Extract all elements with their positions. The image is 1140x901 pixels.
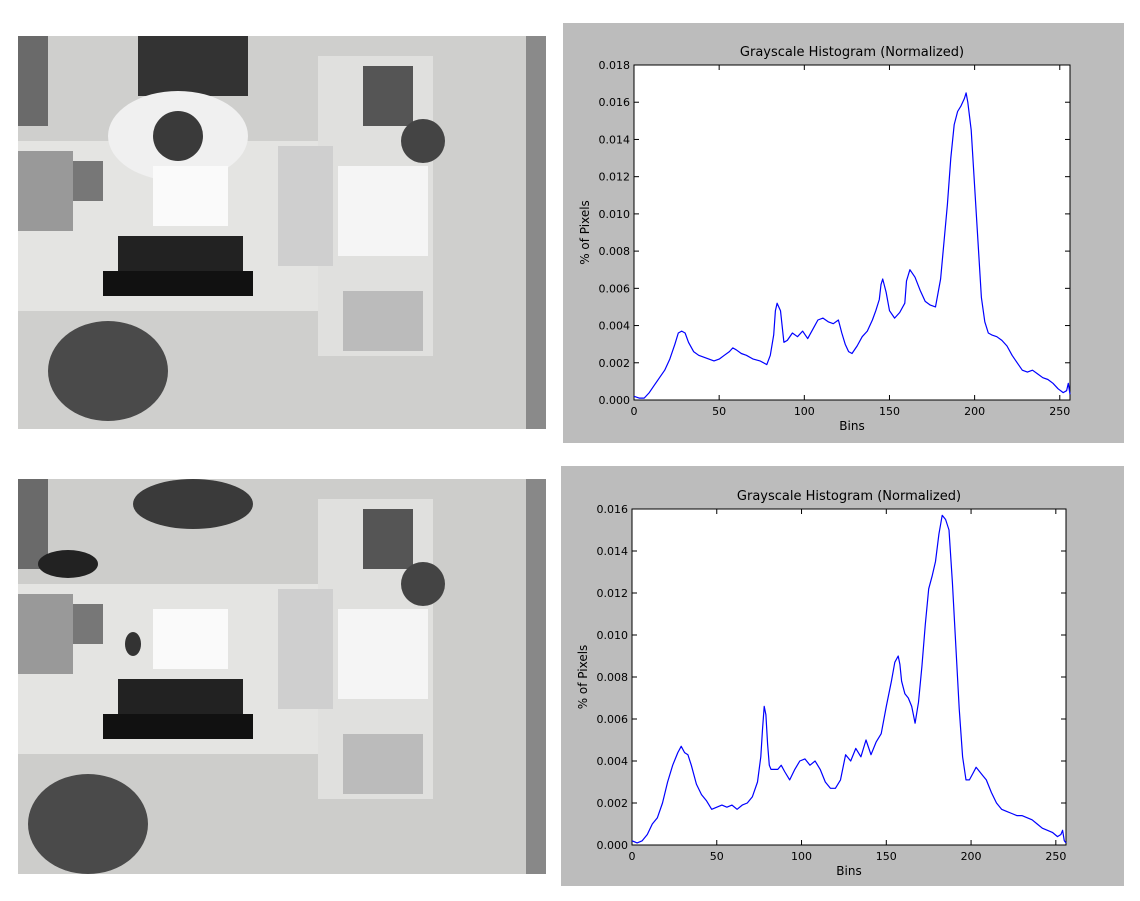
y-tick-label: 0.000 bbox=[599, 394, 631, 407]
y-tick-label: 0.010 bbox=[597, 629, 629, 642]
y-tick-label: 0.006 bbox=[597, 713, 629, 726]
y-tick-label: 0.014 bbox=[597, 545, 629, 558]
photo-office-desk-top bbox=[18, 36, 546, 429]
histogram-chart-bottom: Grayscale Histogram (Normalized) Bins % of… bbox=[576, 489, 1067, 878]
y-tick-label: 0.002 bbox=[599, 357, 631, 370]
histogram-line bbox=[631, 514, 1067, 844]
x-tick-label: 250 bbox=[1049, 405, 1070, 418]
plot-area bbox=[633, 64, 1071, 401]
x-axis-label: Bins bbox=[839, 419, 864, 433]
x-axis-label: Bins bbox=[836, 864, 861, 878]
plot-area bbox=[631, 508, 1067, 846]
y-tick-label: 0.014 bbox=[599, 133, 631, 146]
histogram-chart-top: Grayscale Histogram (Normalized) Bins % of… bbox=[578, 45, 1071, 433]
y-tick-label: 0.006 bbox=[599, 282, 631, 295]
histogram-line bbox=[633, 92, 1071, 399]
y-tick-label: 0.016 bbox=[597, 503, 629, 516]
x-tick-label: 100 bbox=[794, 405, 815, 418]
y-axis-label: % of Pixels bbox=[578, 200, 592, 265]
y-axis-label: % of Pixels bbox=[576, 645, 590, 710]
x-tick-label: 50 bbox=[710, 850, 724, 863]
y-tick-label: 0.002 bbox=[597, 797, 629, 810]
x-tick-label: 100 bbox=[791, 850, 812, 863]
x-tick-label: 50 bbox=[712, 405, 726, 418]
histogram-panel-bottom: Grayscale Histogram (Normalized) Bins % of… bbox=[561, 466, 1124, 886]
x-tick-label: 250 bbox=[1045, 850, 1066, 863]
y-tick-label: 0.000 bbox=[597, 839, 629, 852]
y-tick-label: 0.008 bbox=[599, 245, 631, 258]
y-tick-label: 0.012 bbox=[597, 587, 629, 600]
x-tick-label: 150 bbox=[879, 405, 900, 418]
photo-office-desk-bottom bbox=[18, 479, 546, 874]
y-tick-label: 0.016 bbox=[599, 96, 631, 109]
chart-title: Grayscale Histogram (Normalized) bbox=[740, 45, 964, 60]
y-tick-label: 0.004 bbox=[597, 755, 629, 768]
x-tick-label: 200 bbox=[961, 850, 982, 863]
y-tick-label: 0.004 bbox=[599, 320, 631, 333]
y-tick-label: 0.018 bbox=[599, 59, 631, 72]
histogram-panel-top: Grayscale Histogram (Normalized) Bins % of… bbox=[563, 23, 1124, 443]
x-tick-label: 0 bbox=[631, 405, 638, 418]
x-tick-label: 0 bbox=[629, 850, 636, 863]
y-tick-label: 0.008 bbox=[597, 671, 629, 684]
x-tick-label: 200 bbox=[964, 405, 985, 418]
y-tick-label: 0.010 bbox=[599, 208, 631, 221]
y-tick-label: 0.012 bbox=[599, 171, 631, 184]
x-tick-label: 150 bbox=[876, 850, 897, 863]
chart-title: Grayscale Histogram (Normalized) bbox=[737, 489, 961, 504]
